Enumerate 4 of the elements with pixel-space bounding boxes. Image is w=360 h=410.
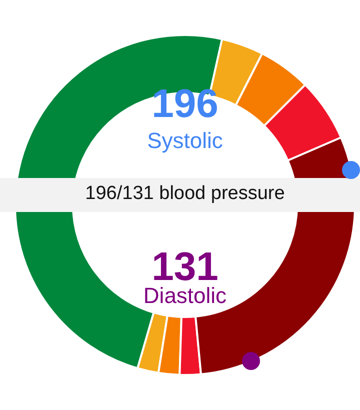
text: Diastolic — [142, 283, 228, 309]
text: Systolic — [146, 128, 224, 154]
text: 196/131 blood pressure — [84, 183, 286, 205]
text: 196 — [150, 82, 220, 127]
